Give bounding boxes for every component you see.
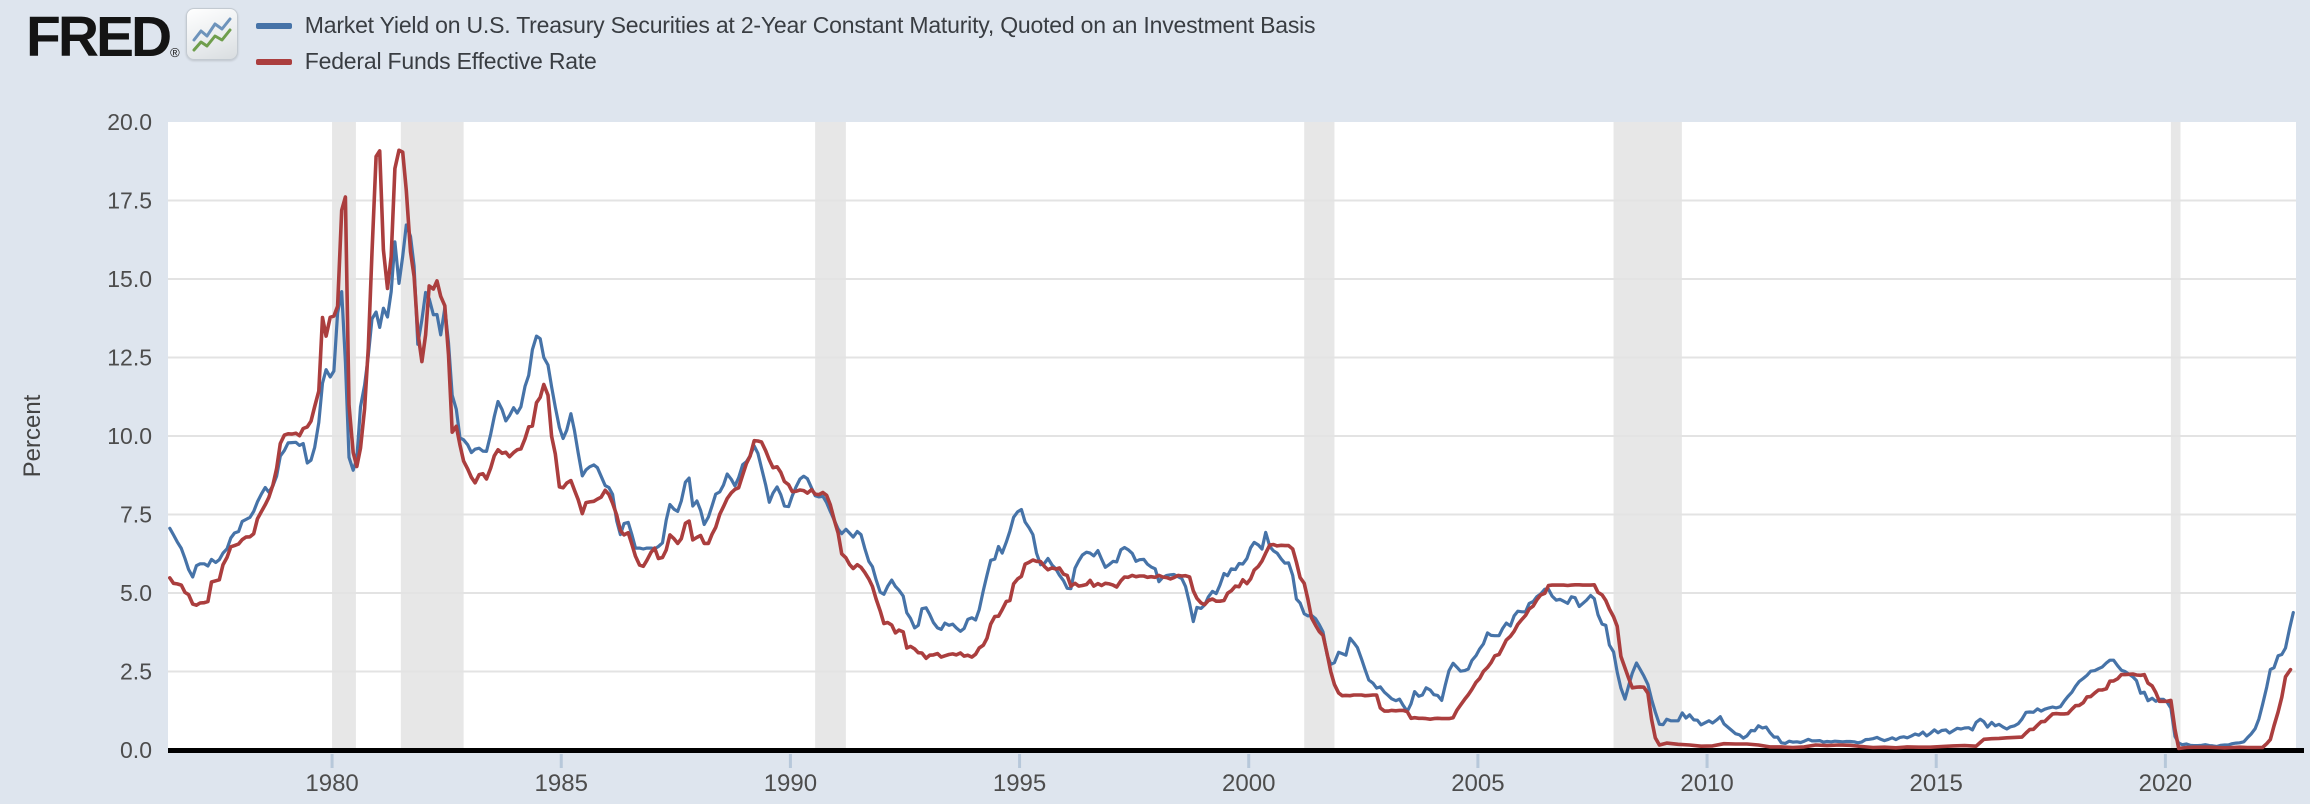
x-tick-label: 2005 — [1451, 770, 1504, 797]
y-tick-label: 2.5 — [120, 659, 152, 685]
series-group — [168, 148, 2295, 751]
y-tick-label: 5.0 — [120, 580, 152, 606]
x-tick-label: 2000 — [1222, 770, 1275, 797]
legend-item-treasury-2y[interactable]: Market Yield on U.S. Treasury Securities… — [255, 11, 1316, 40]
legend-label-fed-funds: Federal Funds Effective Rate — [304, 48, 597, 74]
fred-logo-chart-icon — [185, 8, 238, 60]
fred-logo[interactable]: FRED ® — [26, 8, 238, 66]
series-line-treasury-2y — [168, 223, 2295, 749]
chart-legend: Market Yield on U.S. Treasury Securities… — [255, 8, 1316, 76]
legend-label-treasury-2y: Market Yield on U.S. Treasury Securities… — [304, 12, 1316, 38]
x-tick-label: 1980 — [305, 770, 358, 797]
y-tick-label: 7.5 — [120, 502, 152, 528]
x-tick-label: 2015 — [1910, 770, 1963, 797]
registered-mark-icon: ® — [170, 45, 180, 60]
header: FRED ® Market Yield on U.S. Treasury Sec… — [26, 8, 1316, 76]
x-tick-label: 1985 — [535, 770, 588, 797]
y-tick-label: 17.5 — [107, 188, 152, 214]
x-tick-label: 1990 — [764, 770, 817, 797]
series-line-fed-funds — [168, 148, 2293, 751]
x-tick-label: 2020 — [2139, 770, 2192, 797]
y-tick-label: 10.0 — [107, 423, 152, 449]
x-axis-line — [168, 748, 2304, 753]
x-tick-label: 2010 — [1680, 770, 1733, 797]
legend-item-fed-funds[interactable]: Federal Funds Effective Rate — [255, 47, 1316, 76]
legend-swatch-treasury-2y — [255, 22, 292, 29]
x-tick-label: 1995 — [993, 770, 1046, 797]
y-tick-label: 15.0 — [107, 266, 152, 292]
y-axis-title: Percent — [19, 394, 46, 477]
fred-wordmark: FRED — [26, 5, 172, 69]
legend-swatch-fed-funds — [255, 58, 292, 65]
y-tick-label: 12.5 — [107, 345, 152, 371]
y-tick-label: 20.0 — [107, 109, 152, 135]
y-tick-label: 0.0 — [120, 737, 152, 763]
